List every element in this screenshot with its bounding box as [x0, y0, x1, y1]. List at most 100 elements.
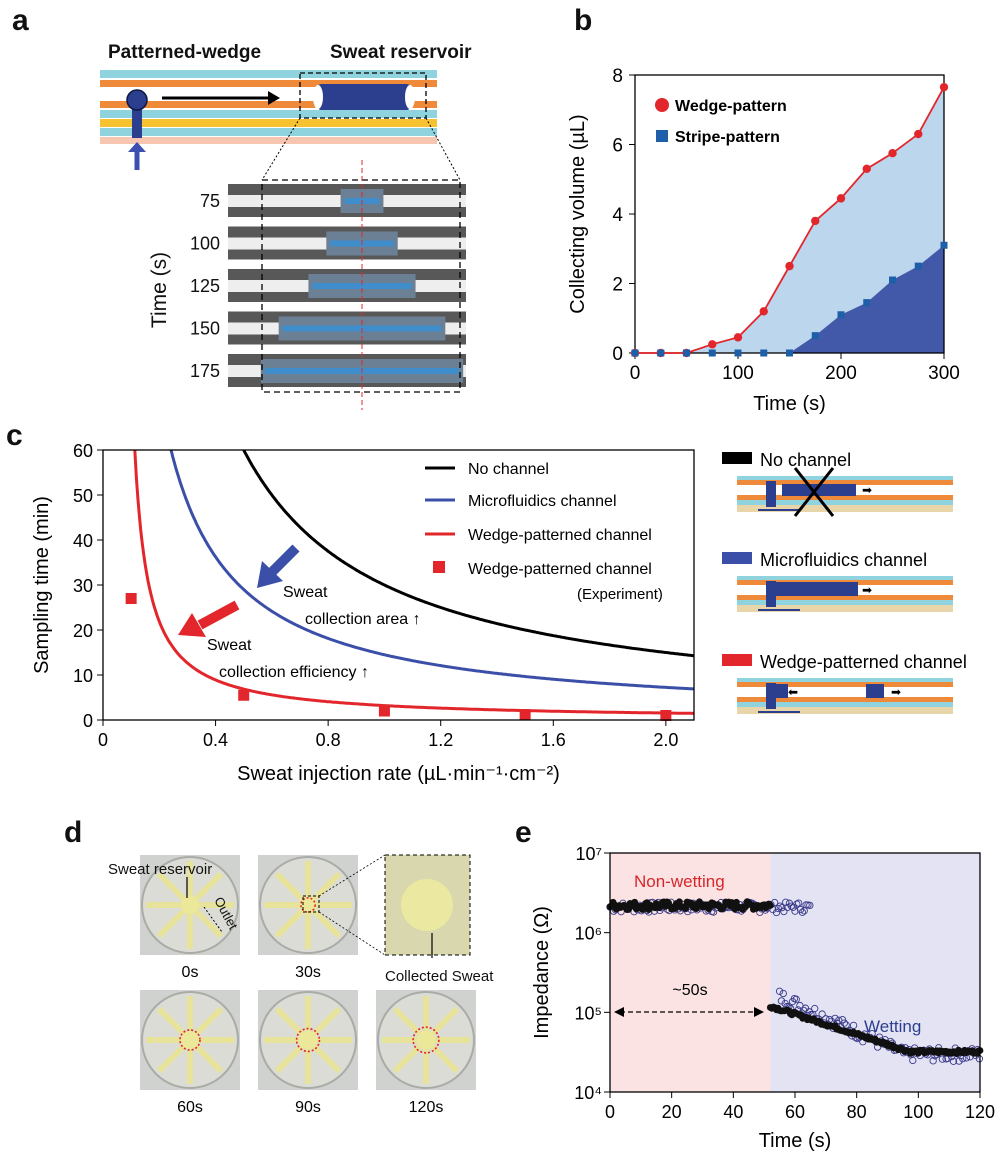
frame-liquid-core	[312, 283, 412, 289]
stripe-point	[657, 349, 665, 357]
stripe-point	[940, 241, 948, 249]
legend-wedge-label: Wedge-pattern	[675, 98, 787, 115]
arrow-red-shaft	[197, 600, 240, 630]
schematic-inlet	[766, 481, 776, 507]
zoom-line	[318, 911, 386, 956]
wedge-point	[836, 194, 846, 203]
stripe-point	[631, 349, 639, 357]
y-tick-label: 2	[612, 275, 623, 296]
panel-a-ylabel: Time (s)	[148, 252, 171, 328]
y-tick-label: 0	[83, 711, 93, 731]
legend-stripe-label: Stripe-pattern	[675, 129, 780, 146]
open-point	[775, 987, 784, 995]
chart-b: 0 100 200 300 0 2 4 6 8 Time (s) Collecting volume…	[567, 66, 960, 415]
legend-wedge-marker	[655, 98, 669, 112]
arrow-blue-head	[257, 561, 283, 588]
stripe-point	[760, 349, 768, 357]
y-tick-label: 60	[73, 441, 93, 461]
schematic-layer	[737, 678, 953, 682]
x-tick-label: 1.6	[541, 730, 566, 750]
schematic-inlet	[766, 581, 776, 607]
x-axis-label: Time (s)	[759, 1130, 832, 1152]
sweat-reservoir-label: Sweat reservoir	[330, 42, 472, 63]
arrow-glyph: ➡	[891, 685, 901, 699]
y-axis-label: Impedance (Ω)	[531, 906, 553, 1039]
panel-b: b 0 100 200 300 0 2 4 6 8 Time (s) Collecting volu…	[567, 4, 960, 415]
open-point	[783, 903, 792, 912]
stripe-point	[837, 311, 845, 319]
y-tick-label: 10⁶	[575, 924, 602, 944]
interval-arrow-left	[614, 1007, 624, 1017]
open-point	[938, 1055, 947, 1063]
x-tick-label: 0	[605, 1102, 615, 1122]
open-point	[811, 1004, 819, 1013]
curve-1	[169, 450, 694, 691]
zoom-box-d	[302, 895, 320, 913]
open-point	[782, 898, 790, 906]
open-point	[798, 908, 807, 916]
photo-ring	[295, 1027, 321, 1053]
y-tick-label: 8	[612, 66, 623, 87]
experiment-point	[125, 593, 137, 604]
open-point	[806, 901, 814, 910]
photo-reservoir	[181, 1031, 199, 1049]
x-tick-label: 0.4	[203, 730, 228, 750]
experiment-point	[519, 709, 531, 721]
wedge-point	[708, 340, 717, 349]
chart-e: 0 20 40 60 80 100 120 10⁴ 10⁵ 10⁶ 10⁷ Time (s) Imped…	[531, 844, 995, 1152]
open-point	[849, 1021, 858, 1030]
photo-time: 30s	[295, 964, 321, 981]
schematic-label-2: Wedge-patterned channel	[760, 652, 967, 672]
schematic-layer	[737, 495, 953, 500]
x-tick-label: 120	[965, 1102, 995, 1122]
stripe-point	[863, 299, 871, 307]
interval-arrow-right	[754, 1007, 764, 1017]
open-point	[777, 997, 786, 1005]
schematic-layer	[737, 697, 953, 702]
cross-line	[793, 467, 835, 517]
x-tick-label: 300	[928, 363, 960, 384]
y-tick-label: 50	[73, 486, 93, 506]
photo-time: 0s	[182, 964, 199, 981]
photo-reservoir	[299, 896, 317, 914]
photo-time: 90s	[295, 1099, 321, 1116]
region-0	[610, 853, 771, 1092]
schematic-layer	[737, 707, 953, 714]
wedge-point	[811, 216, 820, 226]
outlet-dash	[203, 906, 223, 933]
open-point	[709, 908, 718, 916]
schematic-layer	[737, 500, 953, 505]
filled-point	[766, 902, 774, 909]
schematic-label-1: Microfluidics channel	[760, 550, 927, 570]
schematic-layer	[737, 505, 953, 512]
legend-label-2: Wedge-patterned channel	[468, 527, 652, 544]
schematic-fluid	[776, 582, 858, 596]
y-tick-label: 30	[73, 576, 93, 596]
panel-c-letter: c	[6, 419, 23, 452]
arrow-glyph: ➡	[862, 583, 872, 597]
non-wetting-label: Non-wetting	[634, 872, 725, 891]
stripe-point	[914, 262, 922, 270]
x-axis-label: Time (s)	[753, 393, 826, 415]
open-point	[929, 1057, 937, 1065]
schematic-layer	[737, 600, 953, 605]
x-tick-label: 1.2	[428, 730, 453, 750]
x-tick-label: 100	[903, 1102, 933, 1122]
open-point	[778, 903, 786, 912]
curve-0	[242, 450, 694, 658]
schematic-fluid	[782, 484, 856, 496]
wedge-point	[785, 261, 794, 271]
x-tick-label: 60	[785, 1102, 805, 1122]
open-point	[791, 907, 799, 915]
schematic-layer	[737, 682, 953, 687]
arrow-blue-shaft	[268, 544, 300, 576]
panel-c: c 0 0.4 0.8 1.2 1.6 2.0 0 10 20 30 40 50 60 Sweat inj…	[6, 419, 967, 785]
photo-ring	[179, 1029, 201, 1051]
zoom-line	[318, 854, 386, 897]
panel-e: e 0 20 40 60 80 100 120 10⁴ 10⁵ 10⁶ 10⁷ Time (s) Imp…	[515, 816, 995, 1152]
photo-ring	[412, 1026, 440, 1054]
time-label: 100	[190, 234, 220, 254]
schematic-layer	[737, 687, 953, 697]
sweat-reservoir-annot: Sweat reservoir	[108, 861, 212, 878]
